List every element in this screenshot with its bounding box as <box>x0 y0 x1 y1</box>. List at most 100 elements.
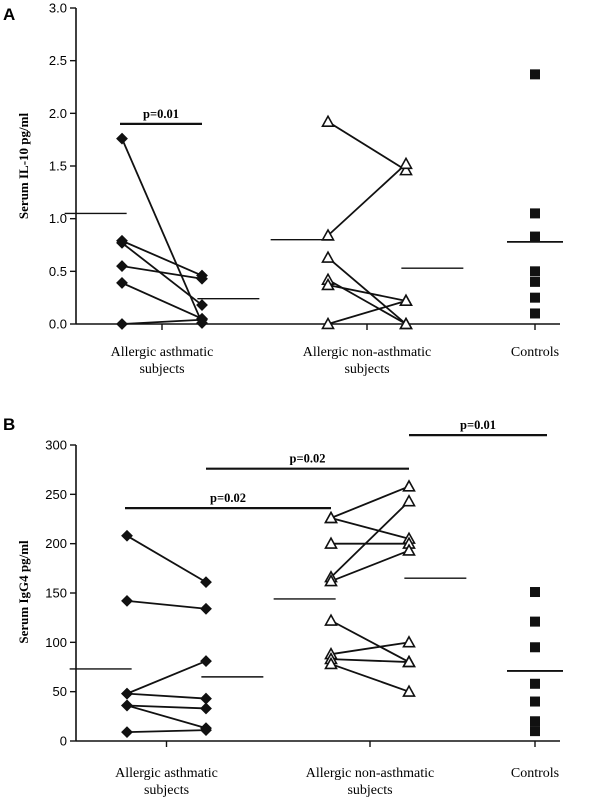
data-point <box>530 308 540 319</box>
data-point <box>324 656 338 670</box>
y-tick-label: 0.0 <box>49 317 67 332</box>
paired-line <box>126 534 207 583</box>
paired-line <box>327 278 407 325</box>
data-point <box>196 313 208 326</box>
paired-line <box>330 500 410 578</box>
y-tick-label: 200 <box>45 536 67 551</box>
y-tick-label: 2.0 <box>49 106 67 121</box>
paired-line <box>126 660 207 695</box>
data-point <box>530 616 540 627</box>
y-tick-label: 3.0 <box>49 1 67 16</box>
data-point <box>116 277 128 289</box>
paired-line <box>121 318 203 325</box>
data-point <box>200 655 212 667</box>
data-point <box>321 114 335 127</box>
significance-label: p=0.01 <box>143 107 179 121</box>
y-tick-label: 300 <box>45 438 67 453</box>
x-category-line: Allergic non-asthmatic <box>303 345 431 360</box>
data-point <box>530 587 540 598</box>
data-point <box>324 574 338 587</box>
x-category-line: subjects <box>344 362 389 377</box>
paired-line <box>126 704 207 730</box>
data-point <box>324 613 338 626</box>
data-point <box>324 510 338 524</box>
paired-line <box>126 692 207 700</box>
panel-B: B 0 50 100 150 200 250 300 Allergic asthmatic sub… <box>3 415 563 798</box>
data-point <box>116 132 128 145</box>
paired-line <box>327 256 407 325</box>
data-point <box>116 236 128 249</box>
data-point <box>530 716 540 727</box>
data-point <box>321 250 335 263</box>
panel-A: A 0.0 0.5 1.0 1.5 2.0 2.5 3.0 Allergic asthmatic… <box>3 1 563 377</box>
x-category-label: Controls <box>511 345 559 360</box>
data-point <box>116 318 128 330</box>
data-point <box>402 684 416 697</box>
data-point <box>321 277 335 291</box>
paired-line <box>327 299 407 325</box>
significance-label: p=0.02 <box>290 452 326 466</box>
x-category-line: Allergic asthmatic <box>115 766 218 781</box>
x-category-label: Allergic asthmatic subjects <box>115 766 218 798</box>
data-point <box>402 479 416 492</box>
data-point <box>121 529 133 542</box>
y-tick-label: 1.0 <box>49 211 67 226</box>
data-point <box>402 635 416 648</box>
paired-line <box>330 658 410 663</box>
data-point <box>116 260 128 272</box>
data-point <box>399 293 413 307</box>
data-point <box>399 163 413 176</box>
x-category-line: subjects <box>347 783 392 798</box>
data-point <box>530 292 540 303</box>
paired-line <box>327 163 407 237</box>
x-category-label: Allergic non-asthmatic subjects <box>303 345 431 377</box>
paired-line <box>327 284 407 302</box>
paired-line <box>330 663 410 693</box>
x-category-line: subjects <box>139 362 184 377</box>
data-point <box>399 316 413 330</box>
significance-label: p=0.02 <box>210 491 246 505</box>
data-point <box>530 276 540 287</box>
x-category-line: Controls <box>511 766 559 781</box>
y-tick-label: 0.5 <box>49 264 67 279</box>
data-point <box>530 208 540 219</box>
data-point <box>402 494 416 507</box>
data-point <box>402 654 416 668</box>
x-category-label: Allergic asthmatic subjects <box>111 345 214 377</box>
paired-line <box>126 729 207 734</box>
paired-line <box>121 282 203 320</box>
paired-line <box>330 549 410 582</box>
data-point <box>402 543 416 556</box>
data-point <box>399 156 413 170</box>
data-point <box>121 699 133 712</box>
paired-line <box>126 704 207 710</box>
y-tick-label: 100 <box>45 635 67 650</box>
data-point <box>200 602 212 615</box>
data-point <box>200 692 212 705</box>
data-point <box>530 678 540 689</box>
y-tick-label: 250 <box>45 487 67 502</box>
paired-line <box>121 138 203 324</box>
paired-line <box>327 120 407 171</box>
data-point <box>121 687 133 700</box>
y-axis-label: Serum IgG4 pg/ml <box>16 540 31 644</box>
data-point <box>530 231 540 242</box>
paired-line <box>330 641 410 656</box>
data-point <box>196 299 208 311</box>
panel-label: B <box>3 415 15 434</box>
data-point <box>324 536 338 549</box>
data-point <box>530 726 540 737</box>
data-point <box>200 702 212 715</box>
y-tick-label: 50 <box>53 684 67 699</box>
x-category-line: Allergic asthmatic <box>111 345 214 360</box>
paired-line <box>121 242 203 306</box>
paired-line <box>121 265 203 280</box>
data-point <box>196 272 208 285</box>
x-category-label: Allergic non-asthmatic subjects <box>306 766 434 798</box>
x-category-line: subjects <box>144 783 189 798</box>
y-tick-label: 0 <box>60 734 67 749</box>
data-point <box>200 724 212 737</box>
significance-label: p=0.01 <box>460 418 496 432</box>
y-tick-label: 2.5 <box>49 53 67 68</box>
